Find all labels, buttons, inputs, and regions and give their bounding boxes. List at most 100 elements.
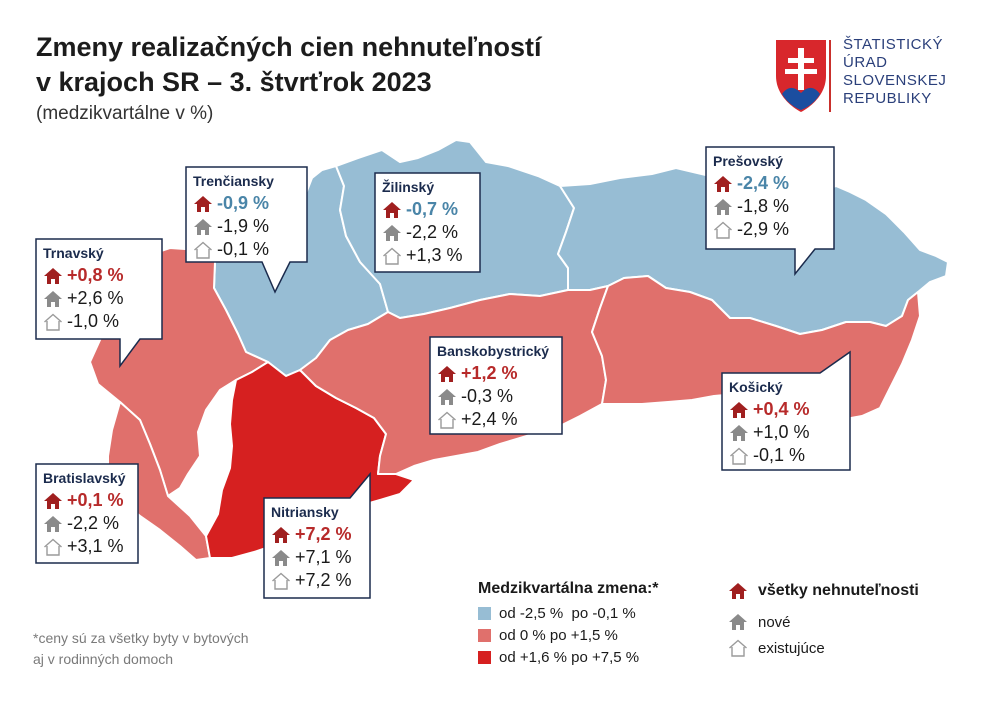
legend-type-label: nové <box>758 613 791 631</box>
house-existing-icon <box>437 411 457 429</box>
value-all: +7,2 % <box>295 524 352 544</box>
house-all-icon <box>382 201 402 219</box>
value-all: -2,4 % <box>737 173 790 193</box>
region-name: Prešovský <box>713 153 784 169</box>
region-name: Nitriansky <box>271 504 339 520</box>
value-existing: -0,1 % <box>217 239 270 259</box>
value-new: -2,2 % <box>67 513 120 533</box>
region-name: Bratislavský <box>43 470 126 486</box>
house-new-icon <box>382 224 402 242</box>
value-new: +2,6 % <box>67 288 124 308</box>
callout-bb-frame <box>429 336 563 435</box>
house-new-icon <box>193 218 213 236</box>
legend-title: Medzikvartálna zmena:* <box>478 580 659 597</box>
house-all-icon <box>713 175 733 193</box>
callout-trnava-frame <box>35 238 163 369</box>
house-new-icon <box>43 290 63 308</box>
house-existing-icon <box>729 447 749 465</box>
legend-range-blue: od -2,5 % po -0,1 % <box>478 605 636 622</box>
legend-range-light-red: od 0 % po +1,5 % <box>478 627 618 644</box>
legend-swatch <box>478 651 491 664</box>
callout-trencin: Trenčiansky -0,9 % -1,9 % -0,1 % <box>186 167 307 262</box>
callout-nitra-frame <box>263 471 371 599</box>
house-all-icon <box>271 526 291 544</box>
callout-zilina-frame <box>374 172 481 273</box>
logo-text-line: ÚRAD <box>843 54 888 71</box>
house-existing-icon <box>193 241 213 259</box>
value-all: +1,2 % <box>461 363 518 383</box>
value-new: +1,0 % <box>753 422 810 442</box>
value-existing: +3,1 % <box>67 536 124 556</box>
value-all: +0,1 % <box>67 490 124 510</box>
logo-text-line: ŠTATISTICKÝ <box>843 36 943 53</box>
house-new-icon <box>728 613 748 631</box>
legend-range-dark-red: od +1,6 % po +7,5 % <box>478 649 639 666</box>
region-name: Trnavský <box>43 245 104 261</box>
house-new-icon <box>729 424 749 442</box>
logo-text-line: SLOVENSKEJ <box>843 72 947 89</box>
title-line-1: Zmeny realizačných cien nehnuteľností <box>36 32 542 62</box>
house-existing-icon <box>713 221 733 239</box>
callout-bratislava: Bratislavský +0,1 % -2,2 % +3,1 % <box>36 464 138 563</box>
legend-swatch <box>478 607 491 620</box>
legend-type-existing: existujúce <box>728 639 825 657</box>
house-new-icon <box>713 198 733 216</box>
title-line-2: v krajoch SR – 3. štvrťrok 2023 <box>36 67 432 97</box>
callout-nitra: Nitriansky +7,2 % +7,1 % +7,2 % <box>264 498 370 598</box>
region-name: Košický <box>729 379 783 395</box>
house-existing-icon <box>271 572 291 590</box>
callout-trnava: Trnavský +0,8 % +2,6 % -1,0 % <box>36 239 162 339</box>
legend-type-label: existujúce <box>758 639 825 657</box>
coat-of-arms-logo <box>776 40 826 112</box>
house-new-icon <box>43 515 63 533</box>
footnote-line: *ceny sú za všetky byty v bytových <box>33 630 249 646</box>
value-existing: -2,9 % <box>737 219 790 239</box>
house-all-icon <box>43 492 63 510</box>
house-existing-icon <box>43 313 63 331</box>
value-all: +0,8 % <box>67 265 124 285</box>
legend-type-all: všetky nehnuteľnosti <box>728 582 919 600</box>
value-new: -1,8 % <box>737 196 790 216</box>
value-all: +0,4 % <box>753 399 810 419</box>
house-all-icon <box>193 195 213 213</box>
callout-trencin-frame <box>185 166 308 294</box>
footnote: *ceny sú za všetky byty v bytových aj v … <box>33 628 249 670</box>
logo-text: ŠTATISTICKÝ ÚRAD SLOVENSKEJ REPUBLIKY <box>843 36 946 108</box>
value-existing: +1,3 % <box>406 245 463 265</box>
legend-type-new: nové <box>728 613 791 631</box>
legend-type-label: všetky nehnuteľnosti <box>758 582 919 599</box>
region-name: Žilinský <box>382 179 435 195</box>
house-all-icon <box>43 267 63 285</box>
legend-range-label: od +1,6 % po +7,5 % <box>499 649 640 666</box>
house-existing-icon <box>382 247 402 265</box>
legend-range-label: od 0 % po +1,5 % <box>499 627 618 644</box>
value-all: -0,9 % <box>217 193 270 213</box>
page-subtitle: (medzikvartálne v %) <box>36 103 214 124</box>
callout-presov-frame <box>705 146 835 277</box>
house-existing-icon <box>728 639 748 657</box>
region-name: Trenčiansky <box>193 173 274 189</box>
callout-presov: Prešovský -2,4 % -1,8 % -2,9 % <box>706 147 834 249</box>
value-existing: +7,2 % <box>295 570 352 590</box>
house-all-icon <box>728 582 748 600</box>
logo-text-line: REPUBLIKY <box>843 90 932 107</box>
value-new: -2,2 % <box>406 222 459 242</box>
house-existing-icon <box>43 538 63 556</box>
legend-swatch <box>478 629 491 642</box>
callout-zilina: Žilinský -0,7 % -2,2 % +1,3 % <box>375 173 480 272</box>
page-title: Zmeny realizačných cien nehnuteľností v … <box>36 30 542 100</box>
callout-bratislava-frame <box>35 463 139 564</box>
value-new: -1,9 % <box>217 216 270 236</box>
value-new: +7,1 % <box>295 547 352 567</box>
value-existing: -1,0 % <box>67 311 120 331</box>
house-all-icon <box>437 365 457 383</box>
value-new: -0,3 % <box>461 386 514 406</box>
callout-kosice: Košický +0,4 % +1,0 % -0,1 % <box>722 373 850 470</box>
value-all: -0,7 % <box>406 199 459 219</box>
legend-range-label: od -2,5 % po -0,1 % <box>499 605 636 622</box>
house-new-icon <box>437 388 457 406</box>
footnote-line: aj v rodinných domoch <box>33 651 174 667</box>
value-existing: -0,1 % <box>753 445 806 465</box>
house-all-icon <box>729 401 749 419</box>
